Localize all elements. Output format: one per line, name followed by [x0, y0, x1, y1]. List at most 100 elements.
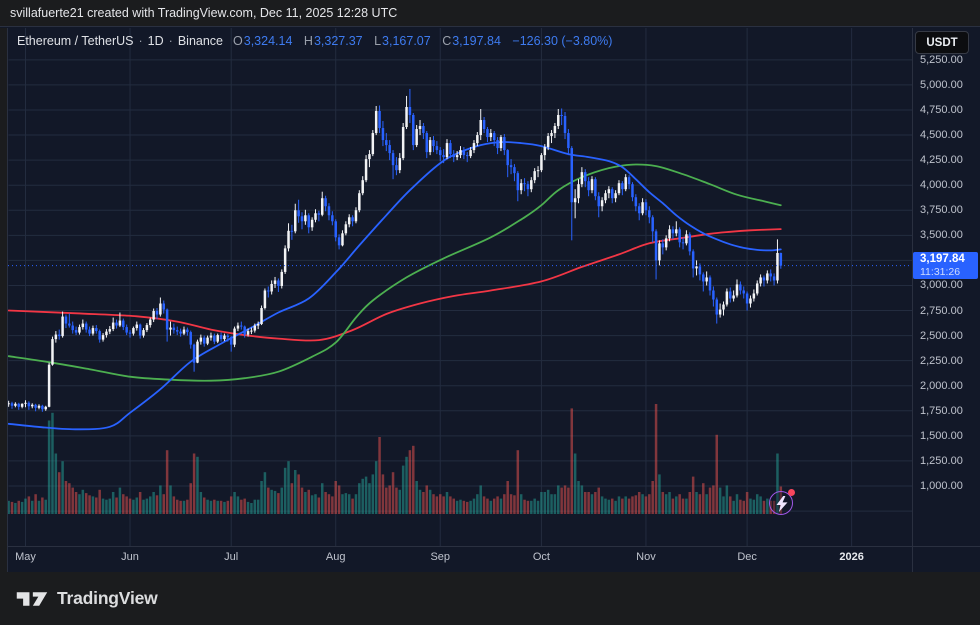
volume-bar [125, 496, 128, 514]
candle-body [192, 344, 196, 363]
candle-body [91, 328, 95, 334]
candle-body [718, 309, 722, 315]
candle-body [503, 137, 506, 151]
candle-body [685, 234, 688, 244]
volume-bar [250, 503, 253, 514]
volume-bar [347, 494, 351, 514]
candle-body [439, 150, 442, 156]
volume-bar [381, 474, 385, 514]
candle-body [658, 243, 661, 261]
volume-bar [243, 498, 246, 514]
volume-bar [661, 492, 665, 514]
candle-body [398, 158, 402, 171]
volume-bar [331, 496, 334, 514]
candle-body [604, 193, 607, 201]
candle-body [388, 145, 391, 154]
price-chart-canvas[interactable] [0, 0, 980, 572]
candle-body [20, 403, 24, 407]
volume-bar [631, 496, 634, 514]
candle-body [327, 206, 331, 216]
candle-body [597, 196, 600, 207]
volume-bar [503, 494, 506, 514]
candle-body [557, 115, 560, 127]
volume-bar [165, 450, 169, 514]
candle-body [745, 293, 749, 304]
candle-body [641, 202, 644, 214]
volume-bar [695, 492, 698, 514]
candle-body [442, 155, 445, 158]
interval-label[interactable]: 1D [147, 33, 164, 48]
candle-body [307, 215, 310, 228]
volume-bar [418, 489, 422, 514]
price-axis[interactable] [913, 28, 980, 547]
candle-body [118, 320, 122, 326]
candle-body [594, 179, 597, 197]
currency-button[interactable]: USDT [915, 31, 969, 54]
candle-body [465, 155, 469, 157]
volume-bar [108, 498, 112, 514]
volume-bar [614, 500, 617, 514]
candle-body [408, 106, 412, 116]
volume-bar [752, 499, 756, 514]
price-tick-label: 1,250.00 [920, 454, 963, 467]
candle-body [196, 341, 199, 363]
volume-bar [246, 501, 250, 514]
volume-bar [88, 495, 91, 514]
volume-bar [648, 494, 651, 514]
volume-bar [766, 498, 769, 514]
volume-bar [229, 496, 233, 514]
volume-bar [61, 461, 64, 514]
time-tick-label: Dec [737, 551, 757, 563]
volume-bar [560, 487, 563, 514]
volume-bar [364, 476, 368, 514]
attribution-text: svillafuerte21 created with TradingView.… [10, 6, 398, 20]
volume-bar [580, 485, 584, 514]
candle-body [263, 290, 267, 309]
candle-body [415, 129, 418, 146]
volume-bar [742, 500, 745, 514]
volume-bar [492, 498, 496, 514]
volume-bar [371, 474, 375, 514]
candle-body [324, 198, 327, 207]
exchange-label[interactable]: Binance [177, 33, 224, 48]
candle-body [351, 217, 354, 222]
tradingview-logo[interactable]: TradingView [15, 588, 158, 610]
volume-bar [462, 500, 466, 514]
candle-body [175, 330, 179, 332]
volume-bar [128, 498, 132, 514]
volume-bar [536, 500, 540, 514]
candle-body [610, 189, 614, 199]
candle-body [705, 277, 708, 282]
volume-bar [432, 494, 435, 514]
time-tick-label: 2026 [839, 551, 864, 563]
candle-body [459, 150, 462, 156]
chart-legend: Ethereum / TetherUS · 1D · Binance O3,32… [17, 33, 612, 48]
symbol-name[interactable]: Ethereum / TetherUS [17, 33, 134, 48]
volume-bar [762, 500, 766, 514]
boost-button[interactable] [768, 489, 796, 517]
candle-body [543, 147, 547, 156]
volume-bar [78, 494, 81, 514]
candle-body [122, 320, 125, 328]
candle-body [142, 330, 145, 336]
volume-bar [310, 495, 314, 514]
time-axis[interactable] [0, 547, 980, 572]
candle-body [310, 219, 314, 228]
volume-bar [654, 404, 658, 514]
candle-body [283, 248, 287, 272]
candle-body [71, 325, 74, 331]
candle-body [516, 173, 520, 191]
candle-body [317, 213, 321, 215]
candle-body [290, 230, 294, 232]
volume-bar [334, 481, 337, 514]
volume-bar [685, 498, 688, 514]
volume-bar [455, 500, 459, 514]
candle-body [651, 217, 654, 232]
volume-bar [115, 497, 118, 514]
candle-body [742, 290, 745, 294]
volume-bar [358, 483, 361, 514]
volume-bar [664, 494, 668, 514]
volume-bar [749, 498, 752, 514]
candle-body [600, 200, 604, 207]
candle-body [294, 210, 297, 232]
